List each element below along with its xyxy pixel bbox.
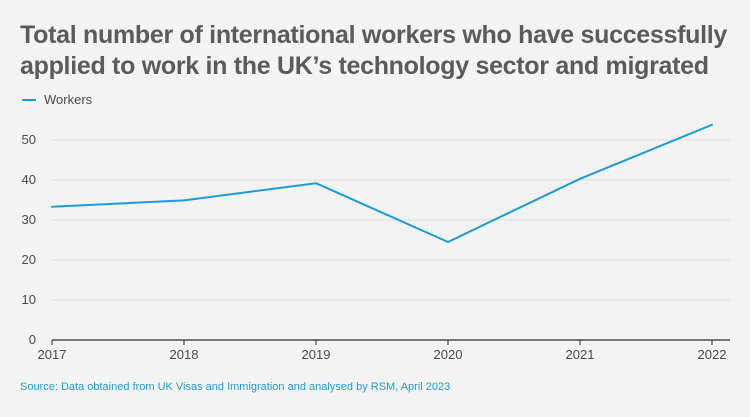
legend-swatch-workers	[22, 98, 36, 101]
x-tick-label: 2020	[434, 347, 463, 362]
y-tick-label: 50	[22, 132, 36, 147]
y-tick-label: 20	[22, 252, 36, 267]
y-tick-label: 30	[22, 212, 36, 227]
legend-label-workers: Workers	[44, 92, 93, 107]
y-tick-label: 40	[22, 172, 36, 187]
legend: Workers	[22, 92, 92, 107]
source-note: Source: Data obtained from UK Visas and …	[20, 381, 451, 393]
x-tick-label: 2018	[170, 347, 199, 362]
y-tick-label: 10	[22, 292, 36, 307]
x-tick-label: 2021	[566, 347, 595, 362]
x-tick-label: 2022	[698, 347, 727, 362]
x-tick-label: 2017	[38, 347, 67, 362]
series-line-workers	[51, 123, 713, 243]
x-tick-label: 2019	[302, 347, 331, 362]
chart-title: Total number of international workers wh…	[20, 21, 728, 80]
y-tick-label: 0	[29, 332, 36, 347]
